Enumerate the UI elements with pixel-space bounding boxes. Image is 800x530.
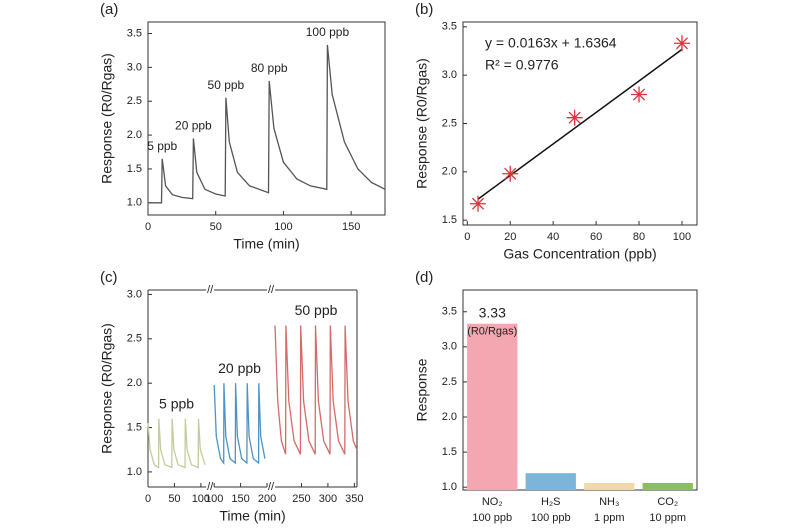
x-tick-label: 80 bbox=[633, 231, 645, 243]
y-tick-label: 3.0 bbox=[442, 69, 457, 81]
series-label: 5 ppb bbox=[159, 395, 194, 411]
axis-break: // bbox=[268, 284, 275, 296]
annotation: 20 ppb bbox=[175, 119, 212, 133]
x-tick-label: 40 bbox=[547, 231, 559, 243]
y-tick-label: 2.5 bbox=[442, 376, 457, 388]
bar bbox=[525, 473, 576, 490]
y-tick-label: 2.5 bbox=[127, 333, 142, 345]
axis-break: // bbox=[207, 481, 214, 493]
y-tick-label: 2.0 bbox=[127, 377, 142, 389]
x-tick-label: 0 bbox=[145, 493, 151, 505]
x-axis-label: Time (min) bbox=[219, 508, 285, 524]
data-line bbox=[148, 44, 386, 204]
x-tick-label: 50 bbox=[168, 493, 180, 505]
y-tick-label: 3.5 bbox=[442, 21, 457, 33]
marker-stroke bbox=[471, 197, 485, 210]
x-tick-sublabel: 100 ppb bbox=[472, 512, 512, 524]
y-tick-label: 1.0 bbox=[127, 197, 142, 209]
data-line bbox=[147, 418, 206, 469]
x-tick-label: 150 bbox=[231, 493, 249, 505]
y-tick-label: 1.5 bbox=[127, 421, 142, 433]
x-tick-label: 100 bbox=[274, 221, 292, 233]
panel-label: (c) bbox=[100, 269, 118, 286]
panel-label: (b) bbox=[415, 1, 433, 18]
marker-stroke bbox=[504, 167, 517, 180]
marker bbox=[631, 86, 648, 103]
x-tick-label: 200 bbox=[258, 493, 276, 505]
x-tick-label: 150 bbox=[342, 221, 360, 233]
x-tick-label: 50 bbox=[210, 221, 222, 233]
plot-frame bbox=[462, 289, 698, 491]
marker-stroke bbox=[568, 111, 581, 124]
y-tick-label: 3.5 bbox=[442, 306, 457, 318]
annotation: 50 ppb bbox=[208, 78, 245, 92]
x-tick-label: NO₂ bbox=[482, 496, 503, 508]
plot-frame bbox=[147, 21, 386, 216]
panel-label: (a) bbox=[100, 1, 118, 18]
marker-stroke bbox=[675, 37, 689, 50]
x-tick-label: CO₂ bbox=[657, 496, 678, 508]
x-tick-label: 300 bbox=[319, 493, 337, 505]
x-tick-label: NH₃ bbox=[599, 496, 619, 508]
y-tick-label: 1.5 bbox=[442, 446, 457, 458]
marker bbox=[502, 165, 519, 182]
data-line bbox=[274, 325, 358, 455]
x-tick-label: 0 bbox=[464, 231, 470, 243]
y-tick-label: 1.5 bbox=[127, 163, 142, 175]
y-tick-label: 3.0 bbox=[127, 61, 142, 73]
x-tick-sublabel: 10 ppm bbox=[649, 512, 686, 524]
x-tick-label: H₂S bbox=[541, 496, 561, 508]
x-axis-label: Time (min) bbox=[233, 236, 299, 252]
axis-break: // bbox=[268, 481, 275, 493]
x-axis-label: Gas Concentration (ppb) bbox=[503, 246, 656, 262]
y-tick-label: 2.5 bbox=[127, 95, 142, 107]
y-tick-label: 2.0 bbox=[442, 411, 457, 423]
y-tick-label: 3.0 bbox=[442, 341, 457, 353]
x-tick-label: 100 bbox=[673, 231, 691, 243]
annotation: 80 ppb bbox=[251, 61, 288, 75]
x-tick-label: 100 bbox=[205, 493, 223, 505]
x-tick-label: 60 bbox=[590, 231, 602, 243]
y-tick-label: 1.0 bbox=[127, 466, 142, 478]
equation: y = 0.0163x + 1.6364 bbox=[485, 35, 617, 51]
marker bbox=[673, 35, 690, 52]
marker bbox=[470, 195, 487, 212]
x-tick-sublabel: 1 ppm bbox=[594, 512, 625, 524]
annotation: 100 ppb bbox=[306, 25, 350, 39]
y-axis-label: Response bbox=[414, 358, 430, 421]
marker bbox=[566, 109, 583, 126]
y-tick-label: 2.0 bbox=[127, 129, 142, 141]
y-tick-label: 3.5 bbox=[127, 27, 142, 39]
x-tick-sublabel: 100 ppb bbox=[531, 512, 571, 524]
series-label: 50 ppb bbox=[295, 302, 338, 318]
bar bbox=[584, 482, 635, 490]
axis-break: // bbox=[207, 284, 214, 296]
y-tick-label: 1.0 bbox=[442, 481, 457, 493]
y-axis-label: Response (R0/Rgas) bbox=[99, 53, 115, 184]
x-tick-label: 100 bbox=[192, 493, 210, 505]
panel-label: (d) bbox=[415, 269, 433, 286]
value-label: 3.33 bbox=[479, 304, 506, 320]
y-tick-label: 2.0 bbox=[442, 166, 457, 178]
data-line bbox=[213, 383, 266, 465]
bar bbox=[642, 482, 693, 490]
marker-stroke bbox=[632, 88, 646, 101]
y-tick-label: 3.0 bbox=[127, 288, 142, 300]
x-tick-label: 250 bbox=[292, 493, 310, 505]
series-label: 20 ppb bbox=[218, 360, 261, 376]
annotation: 5 ppb bbox=[147, 139, 177, 153]
x-tick-label: 20 bbox=[504, 231, 516, 243]
r-squared: R² = 0.9776 bbox=[485, 57, 559, 73]
x-tick-label: 0 bbox=[145, 221, 151, 233]
annotation: (R0/Rgas) bbox=[467, 326, 517, 338]
y-tick-label: 2.5 bbox=[442, 117, 457, 129]
bar bbox=[467, 323, 518, 490]
y-axis-label: Response (R0/Rgas) bbox=[414, 58, 430, 189]
y-tick-label: 1.5 bbox=[442, 214, 457, 226]
x-tick-label: 350 bbox=[345, 493, 363, 505]
y-axis-label: Response (R0/Rgas) bbox=[99, 323, 115, 454]
